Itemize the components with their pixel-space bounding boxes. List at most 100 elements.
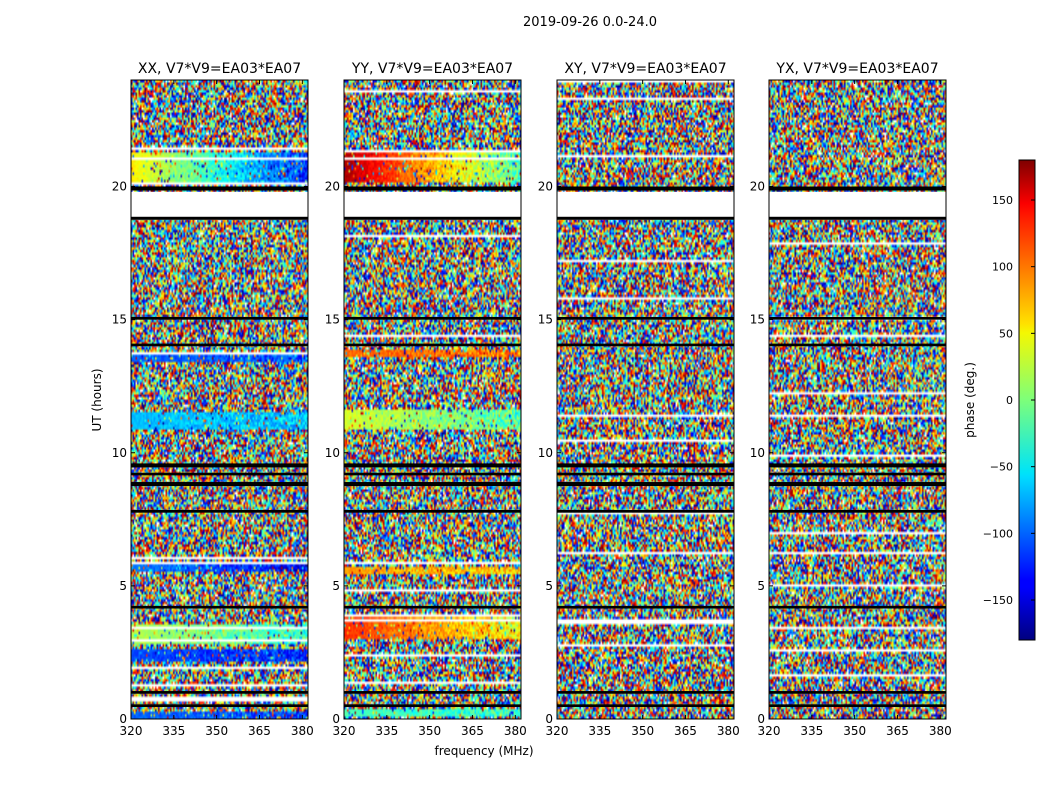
y-tick-label: 10 — [750, 446, 765, 460]
flagged-row — [557, 191, 734, 220]
y-tick-label: 5 — [545, 579, 553, 593]
colorbar-tick-label: −50 — [990, 461, 1013, 474]
flagged-row — [131, 704, 308, 708]
flagged-row — [131, 482, 308, 487]
panel-xy: XY, V7*V9=EA03*EA07 320 335 350 365 380 0 5 10 15… — [538, 61, 740, 738]
y-tick-label: 20 — [325, 180, 340, 194]
y-tick-label: 20 — [538, 180, 553, 194]
colorbar-tick-label: 0 — [1006, 394, 1013, 407]
y-tick-label: 0 — [119, 712, 127, 726]
x-tick-label: 320 — [333, 724, 356, 738]
x-tick-label: 335 — [375, 724, 398, 738]
flagged-row — [131, 191, 308, 220]
colorbar-tick-label: −100 — [983, 527, 1013, 540]
flagged-edge — [344, 216, 521, 220]
x-tick-label: 365 — [674, 724, 697, 738]
flagged-row — [131, 343, 308, 347]
flagged-row — [557, 704, 734, 708]
x-tick-label: 320 — [758, 724, 781, 738]
x-tick-label: 365 — [886, 724, 909, 738]
x-tick-label: 350 — [418, 724, 441, 738]
suptitle: 2019-09-26 0.0-24.0 — [523, 15, 657, 30]
flagged-row — [769, 509, 946, 513]
panel-xx: XX, V7*V9=EA03*EA07 320 335 350 365 380 0 5 10 15… — [112, 61, 314, 738]
flagged-row — [131, 472, 308, 476]
flagged-row — [131, 186, 308, 191]
y-tick-label: 15 — [538, 313, 553, 327]
flagged-row — [557, 691, 734, 694]
x-tick-label: 335 — [588, 724, 611, 738]
x-tick-label: 380 — [717, 724, 740, 738]
flagged-row — [344, 482, 521, 487]
y-tick-label: 0 — [757, 712, 765, 726]
flagged-row — [131, 605, 308, 609]
y-tick-label: 5 — [757, 579, 765, 593]
flagged-row — [557, 343, 734, 347]
y-tick-label: 0 — [332, 712, 340, 726]
x-tick-label: 380 — [504, 724, 527, 738]
panel-title: YY, V7*V9=EA03*EA07 — [351, 61, 513, 77]
x-tick-label: 380 — [929, 724, 952, 738]
y-tick-label: 15 — [750, 313, 765, 327]
colorbar-label: phase (deg.) — [963, 362, 977, 438]
panel-title: YX, V7*V9=EA03*EA07 — [775, 61, 938, 77]
flagged-row — [344, 472, 521, 476]
y-tick-label: 5 — [119, 579, 127, 593]
x-tick-label: 350 — [631, 724, 654, 738]
flagged-row — [344, 691, 521, 694]
y-tick-label: 20 — [112, 180, 127, 194]
panel-title: XX, V7*V9=EA03*EA07 — [138, 61, 301, 77]
colorbar-ticks: −150 −100 −50 0 50 100 150 — [983, 194, 1035, 607]
flagged-row — [769, 463, 946, 468]
heatmap-panels: XX, V7*V9=EA03*EA07 320 335 350 365 380 0 5 10 15… — [112, 61, 952, 738]
flagged-row — [344, 316, 521, 320]
colorbar-tick-label: −150 — [983, 594, 1013, 607]
flagged-row — [344, 463, 521, 468]
flagged-row — [557, 509, 734, 513]
panel-title: XY, V7*V9=EA03*EA07 — [564, 61, 726, 77]
y-tick-label: 10 — [538, 446, 553, 460]
flagged-row — [769, 316, 946, 320]
panel-yx: YX, V7*V9=EA03*EA07 320 335 350 365 380 0 5 10 15… — [750, 61, 952, 738]
flagged-row — [131, 316, 308, 320]
flagged-row — [769, 343, 946, 347]
flagged-row — [344, 186, 521, 191]
flagged-row — [344, 704, 521, 708]
flagged-edge — [131, 216, 308, 220]
flagged-row — [131, 463, 308, 468]
phase-raster — [557, 80, 734, 719]
flagged-row — [344, 605, 521, 609]
flagged-row — [769, 691, 946, 694]
y-tick-label: 5 — [332, 579, 340, 593]
y-tick-label: 15 — [325, 313, 340, 327]
flagged-row — [557, 605, 734, 609]
x-tick-label: 365 — [248, 724, 271, 738]
flagged-row — [769, 186, 946, 191]
panel-yy: YY, V7*V9=EA03*EA07 320 335 350 365 380 0 5 10 15… — [325, 61, 527, 738]
phase-raster — [131, 80, 308, 719]
flagged-row — [344, 509, 521, 513]
flagged-row — [769, 191, 946, 220]
flagged-row — [769, 704, 946, 708]
flagged-row — [131, 691, 308, 694]
colorbar-tick-label: 150 — [992, 194, 1013, 207]
flagged-edge — [557, 216, 734, 220]
y-tick-label: 10 — [112, 446, 127, 460]
x-tick-label: 350 — [843, 724, 866, 738]
y-tick-label: 0 — [545, 712, 553, 726]
flagged-row — [769, 482, 946, 487]
y-tick-label: 20 — [750, 180, 765, 194]
flagged-row — [769, 472, 946, 476]
x-tick-label: 335 — [162, 724, 185, 738]
panel-frame — [556, 79, 735, 720]
x-tick-label: 320 — [546, 724, 569, 738]
phase-raster — [344, 80, 521, 719]
flagged-row — [769, 605, 946, 609]
flagged-row — [131, 509, 308, 513]
y-tick-label: 10 — [325, 446, 340, 460]
flagged-row — [557, 463, 734, 468]
phase-raster — [769, 80, 946, 719]
colorbar-tick-label: 100 — [992, 261, 1013, 274]
x-tick-label: 380 — [291, 724, 314, 738]
